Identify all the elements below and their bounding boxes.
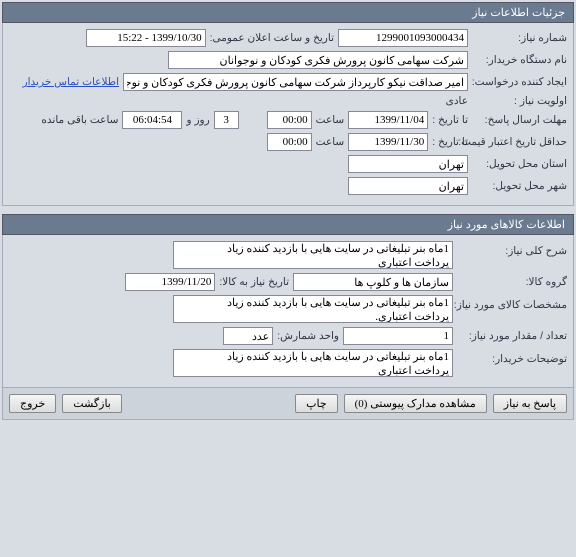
section2-header: اطلاعات کالاهای مورد نیاز (2, 214, 574, 235)
time-label-2: ساعت (316, 136, 345, 148)
creator-label: ایجاد کننده درخواست: (472, 76, 567, 88)
exit-button[interactable]: خروج (9, 394, 56, 413)
reply-button[interactable]: پاسخ به نیاز (493, 394, 567, 413)
province-label: استان محل تحویل: (472, 158, 567, 170)
countdown-input[interactable] (122, 111, 182, 129)
min-valid-label: حداقل تاریخ اعتبار قیمت: (472, 136, 567, 148)
section1-body: شماره نیاز: تاریخ و ساعت اعلان عمومی: نا… (2, 23, 574, 206)
note-textarea[interactable] (173, 349, 453, 377)
need-date-label: تاریخ نیاز به کالا: (219, 276, 289, 288)
need-no-input[interactable] (338, 29, 468, 47)
unit-input[interactable] (223, 327, 273, 345)
priority-value: عادی (446, 95, 468, 107)
city-label: شهر محل تحویل: (472, 180, 567, 192)
min-valid-date-input[interactable] (348, 133, 428, 151)
group-label: گروه کالا: (457, 276, 567, 288)
spec-textarea[interactable] (173, 295, 453, 323)
city-input[interactable] (348, 177, 468, 195)
remain-label: ساعت باقی مانده (41, 114, 118, 126)
qty-label: تعداد / مقدار مورد نیاز: (457, 330, 567, 342)
unit-label: واحد شمارش: (277, 330, 339, 342)
creator-input[interactable] (123, 73, 468, 91)
need-no-label: شماره نیاز: (472, 32, 567, 44)
spec-label: مشخصات کالای مورد نیاز: (457, 295, 567, 311)
back-button[interactable]: بازگشت (62, 394, 122, 413)
days-input[interactable] (214, 111, 239, 129)
deadline-date-input[interactable] (348, 111, 428, 129)
attachments-button[interactable]: مشاهده مدارک پیوستی (0) (344, 394, 487, 413)
group-input[interactable] (293, 273, 453, 291)
province-input[interactable] (348, 155, 468, 173)
qty-input[interactable] (343, 327, 453, 345)
buyer-org-label: نام دستگاه خریدار: (472, 54, 567, 66)
deadline-label: مهلت ارسال پاسخ: (472, 114, 567, 126)
need-date-input[interactable] (125, 273, 215, 291)
section1-header: جزئیات اطلاعات نیاز (2, 2, 574, 23)
deadline-time-input[interactable] (267, 111, 312, 129)
desc-label: شرح کلی نیاز: (457, 241, 567, 257)
time-label-1: ساعت (316, 114, 345, 126)
contact-link[interactable]: اطلاعات تماس خریدار (23, 76, 119, 88)
to-date-label: تا تاریخ : (432, 114, 468, 126)
note-label: توضیحات خریدار: (457, 349, 567, 365)
days-label: روز و (186, 114, 209, 126)
buyer-org-input[interactable] (168, 51, 468, 69)
announce-input[interactable] (86, 29, 206, 47)
to-date-label-2: تا تاریخ : (432, 136, 468, 148)
announce-label: تاریخ و ساعت اعلان عمومی: (210, 32, 334, 44)
priority-label: اولویت نیاز : (472, 95, 567, 107)
button-bar: پاسخ به نیاز مشاهده مدارک پیوستی (0) چاپ… (2, 388, 574, 420)
section2-body: شرح کلی نیاز: گروه کالا: تاریخ نیاز به ک… (2, 235, 574, 388)
desc-textarea[interactable] (173, 241, 453, 269)
min-valid-time-input[interactable] (267, 133, 312, 151)
print-button[interactable]: چاپ (295, 394, 338, 413)
